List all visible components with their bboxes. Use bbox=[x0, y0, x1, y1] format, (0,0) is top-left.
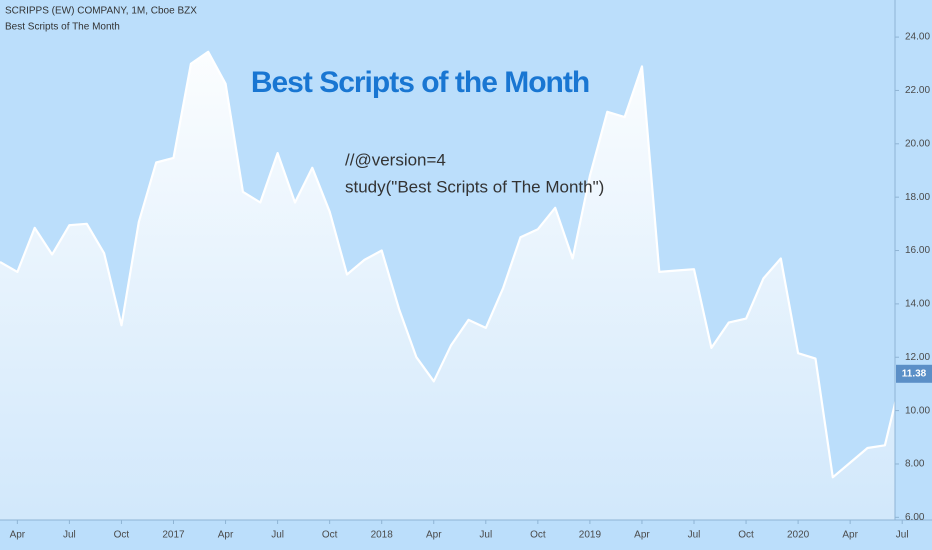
x-tick-label: Oct bbox=[114, 530, 130, 541]
x-tick-label: 2020 bbox=[787, 530, 810, 541]
x-tick-label: Apr bbox=[10, 530, 26, 541]
area-fill bbox=[0, 51, 895, 520]
indicator-label: Best Scripts of The Month bbox=[5, 22, 120, 33]
x-tick-label: Apr bbox=[426, 530, 442, 541]
x-tick-label: Apr bbox=[842, 530, 858, 541]
x-tick-label: Oct bbox=[530, 530, 546, 541]
y-tick-label: 10.00 bbox=[905, 405, 930, 416]
y-tick-label: 12.00 bbox=[905, 352, 930, 363]
y-tick-label: 6.00 bbox=[905, 512, 925, 523]
x-tick-label: Apr bbox=[634, 530, 650, 541]
x-tick-label: Jul bbox=[896, 530, 909, 541]
last-price-box bbox=[896, 364, 932, 383]
x-tick-label: Jul bbox=[63, 530, 76, 541]
x-tick-label: Jul bbox=[479, 530, 492, 541]
x-tick-label: Apr bbox=[218, 530, 234, 541]
y-tick-label: 22.00 bbox=[905, 85, 930, 96]
x-tick-label: Oct bbox=[322, 530, 338, 541]
line bbox=[0, 50, 895, 479]
x-tick-label: 2019 bbox=[579, 530, 602, 541]
y-tick-label: 16.00 bbox=[905, 245, 930, 256]
x-tick-label: Jul bbox=[271, 530, 284, 541]
symbol-label: SCRIPPS (EW) COMPANY, 1M, Cboe BZX bbox=[5, 6, 197, 17]
annotation: //@version=4 bbox=[345, 150, 446, 169]
x-tick-label: Jul bbox=[688, 530, 701, 541]
plot-area bbox=[0, 50, 895, 520]
chart-title: Best Scripts of the Month bbox=[251, 66, 589, 99]
y-tick-label: 8.00 bbox=[905, 459, 925, 470]
y-tick-label: 18.00 bbox=[905, 192, 930, 203]
x-tick-label: Oct bbox=[738, 530, 754, 541]
last-price-label: 11.38 bbox=[902, 368, 927, 379]
annotation: study("Best Scripts of The Month") bbox=[345, 177, 604, 196]
y-tick-label: 14.00 bbox=[905, 299, 930, 310]
y-tick-label: 20.00 bbox=[905, 138, 930, 149]
x-tick-label: 2017 bbox=[162, 530, 185, 541]
x-tick-label: 2018 bbox=[371, 530, 394, 541]
y-tick-label: 24.00 bbox=[905, 32, 930, 43]
